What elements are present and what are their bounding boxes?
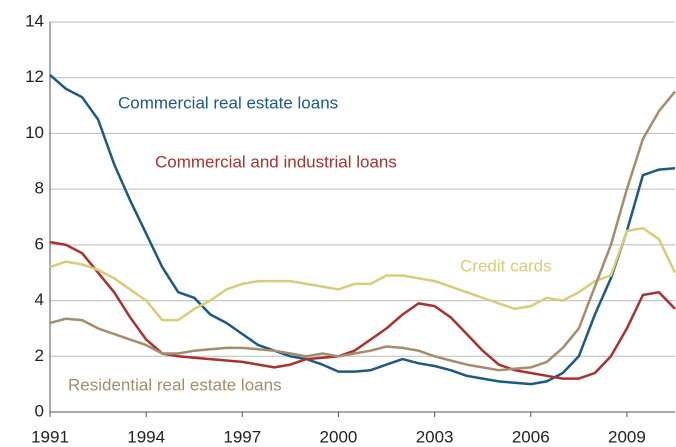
series-label: Credit cards bbox=[460, 256, 552, 275]
y-tick-label: 6 bbox=[35, 234, 44, 253]
data-line bbox=[49, 73, 676, 386]
x-tick-label: 2006 bbox=[512, 427, 550, 446]
x-tick-label: 2000 bbox=[320, 427, 358, 446]
series-label: Commercial real estate loans bbox=[118, 93, 338, 112]
data-line bbox=[49, 240, 676, 380]
x-tick-label: 1997 bbox=[223, 427, 261, 446]
y-tick-label: 10 bbox=[25, 123, 44, 142]
x-tick-label: 1991 bbox=[31, 427, 69, 446]
y-tick-label: 14 bbox=[25, 11, 44, 30]
y-tick-label: 4 bbox=[35, 290, 44, 309]
y-tick-label: 0 bbox=[35, 401, 44, 420]
y-tick-label: 8 bbox=[35, 179, 44, 198]
data-line bbox=[49, 90, 676, 372]
x-tick-label: 1994 bbox=[127, 427, 165, 446]
y-tick-label: 2 bbox=[35, 346, 44, 365]
series-label: Residential real estate loans bbox=[68, 375, 282, 394]
series-label: Commercial and industrial loans bbox=[155, 152, 397, 171]
x-tick-label: 2003 bbox=[416, 427, 454, 446]
x-tick-label: 2009 bbox=[608, 427, 646, 446]
y-tick-label: 12 bbox=[25, 67, 44, 86]
data-line bbox=[49, 226, 676, 322]
